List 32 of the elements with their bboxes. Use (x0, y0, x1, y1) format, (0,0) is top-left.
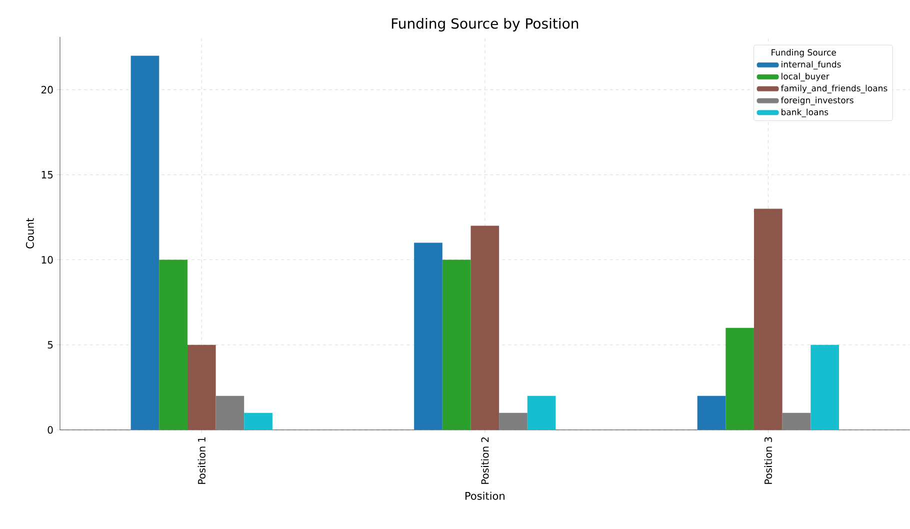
legend-label: family_and_friends_loans (780, 84, 888, 94)
x-tick-label: Position 3 (764, 437, 772, 484)
bar (470, 226, 500, 430)
bar (442, 260, 471, 430)
x-tick-label: Position 2 (481, 437, 489, 484)
y-tick-label: 5 (48, 341, 53, 349)
bar (726, 328, 754, 430)
bar (527, 396, 556, 430)
legend-label: bank_loans (782, 108, 828, 118)
legend-label: internal_funds (782, 61, 841, 70)
y-tick-label: 15 (42, 171, 53, 179)
bar (159, 260, 188, 430)
y-tick-label: 10 (42, 256, 53, 264)
bar (499, 412, 528, 430)
bar (187, 344, 216, 430)
legend-label: local_buyer (782, 72, 830, 82)
x-axis-title: Position (465, 492, 504, 500)
y-tick-label: 0 (48, 426, 53, 434)
legend-label: foreign_investors (780, 96, 854, 106)
bar (754, 208, 782, 430)
chart-title: Funding Source by Position (392, 18, 578, 32)
y-tick-label: 20 (41, 86, 53, 94)
bar (130, 56, 160, 430)
bar (782, 412, 811, 430)
bar (810, 344, 839, 430)
bar (244, 412, 272, 430)
bar (216, 396, 244, 430)
bar (697, 396, 726, 430)
x-tick-label: Position 1 (198, 437, 206, 484)
bar (414, 242, 442, 430)
legend-title: Funding Source (772, 49, 836, 58)
y-axis-title: Count (26, 218, 34, 248)
